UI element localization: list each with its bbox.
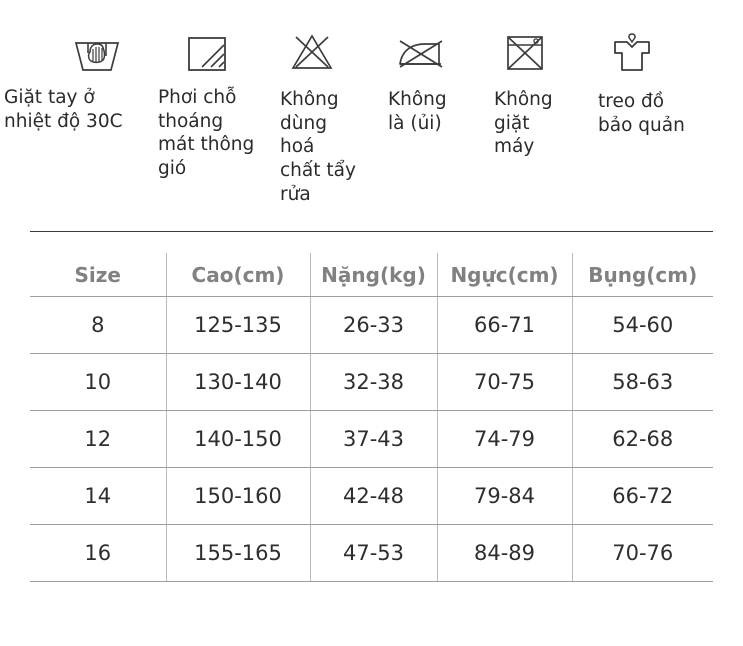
cell-weight: 32-38: [310, 353, 438, 411]
table-row: 10 130-140 32-38 70-75 58-63: [30, 353, 713, 411]
cell-size: 16: [30, 524, 167, 582]
care-label-hand-wash: Giặt tay ở nhiệt độ 30C: [4, 87, 123, 132]
cell-height: 150-160: [166, 467, 311, 525]
care-label-dry-in-shade: Phơi chỗ thoáng mát thông gió: [158, 87, 255, 180]
care-item-do-not-machine-wash: Không giặt máy: [494, 32, 598, 159]
cell-chest: 70-75: [437, 353, 573, 411]
care-item-hang-dry: treo đồ bảo quản: [598, 28, 738, 137]
column-header-height: Cao(cm): [166, 253, 311, 297]
column-header-chest: Ngực(cm): [437, 253, 573, 297]
column-header-weight: Nặng(kg): [310, 253, 438, 297]
table-row: 8 125-135 26-33 66-71 54-60: [30, 296, 713, 354]
do-not-machine-wash-icon: [507, 36, 543, 70]
table-header-row: Size Cao(cm) Nặng(kg) Ngực(cm) Bụng(cm): [30, 253, 713, 297]
care-label-do-not-bleach: Không dùng hoá chất tẩy rửa: [280, 89, 356, 205]
cell-size: 8: [30, 296, 167, 354]
do-not-iron-icon: [399, 40, 443, 68]
care-item-do-not-iron: Không là (ủi): [388, 32, 494, 135]
table-row: 12 140-150 37-43 74-79 62-68: [30, 410, 713, 468]
cell-waist: 62-68: [572, 410, 713, 468]
section-divider: [30, 231, 713, 232]
cell-waist: 58-63: [572, 353, 713, 411]
table-row: 16 155-165 47-53 84-89 70-76: [30, 524, 713, 582]
size-chart-table: Size Cao(cm) Nặng(kg) Ngực(cm) Bụng(cm) …: [30, 253, 713, 582]
cell-waist: 66-72: [572, 467, 713, 525]
care-item-hand-wash: Giặt tay ở nhiệt độ 30C: [4, 34, 154, 133]
cell-height: 155-165: [166, 524, 311, 582]
cell-weight: 47-53: [310, 524, 438, 582]
column-header-size: Size: [30, 253, 167, 297]
care-label-do-not-iron: Không là (ủi): [388, 89, 447, 134]
hang-dry-shirt-icon: [614, 33, 650, 71]
care-symbols-section: Giặt tay ở nhiệt độ 30C Phơi chỗ thoáng …: [0, 0, 743, 215]
cell-size: 14: [30, 467, 167, 525]
column-header-waist: Bụng(cm): [572, 253, 713, 297]
cell-chest: 74-79: [437, 410, 573, 468]
table-row: 14 150-160 42-48 79-84 66-72: [30, 467, 713, 525]
dry-in-shade-icon: [188, 37, 226, 71]
cell-weight: 37-43: [310, 410, 438, 468]
cell-waist: 54-60: [572, 296, 713, 354]
cell-chest: 79-84: [437, 467, 573, 525]
size-table-section: Size Cao(cm) Nặng(kg) Ngực(cm) Bụng(cm) …: [30, 253, 713, 582]
cell-chest: 66-71: [437, 296, 573, 354]
cell-height: 140-150: [166, 410, 311, 468]
care-label-hang-dry: treo đồ bảo quản: [598, 91, 685, 136]
care-item-dry-in-shade: Phơi chỗ thoáng mát thông gió: [158, 34, 280, 181]
cell-height: 125-135: [166, 296, 311, 354]
cell-weight: 26-33: [310, 296, 438, 354]
cell-height: 130-140: [166, 353, 311, 411]
cell-weight: 42-48: [310, 467, 438, 525]
do-not-bleach-icon: [291, 34, 333, 69]
care-label-do-not-machine-wash: Không giặt máy: [494, 89, 553, 158]
cell-size: 10: [30, 353, 167, 411]
hand-wash-icon: [74, 42, 120, 71]
cell-size: 12: [30, 410, 167, 468]
care-item-do-not-bleach: Không dùng hoá chất tẩy rửa: [280, 30, 380, 206]
cell-chest: 84-89: [437, 524, 573, 582]
cell-waist: 70-76: [572, 524, 713, 582]
